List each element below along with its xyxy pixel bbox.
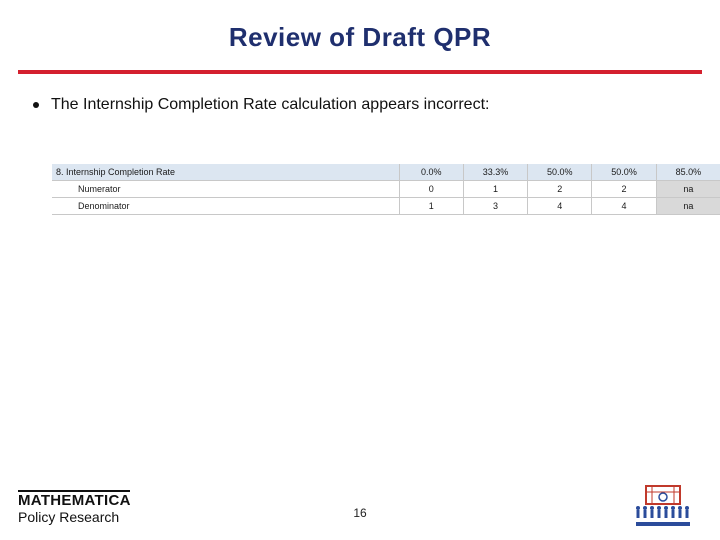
- table-cell: 3: [462, 197, 528, 215]
- mathematica-logo: MATHEMATICA Policy Research: [18, 490, 130, 525]
- youthbuild-logo-icon: [636, 485, 690, 526]
- table-header-value: 0.0%: [398, 164, 464, 181]
- logo-line-1: MATHEMATICA: [18, 490, 131, 509]
- table-header-label: 8. Internship Completion Rate: [52, 164, 400, 181]
- bullet-text: The Internship Completion Rate calculati…: [51, 96, 490, 113]
- bullet-dot-icon: [33, 102, 39, 108]
- bullet-item: The Internship Completion Rate calculati…: [33, 96, 489, 114]
- table-row: Numerator 0 1 2 2 na: [52, 180, 720, 198]
- table-header-value: 33.3%: [462, 164, 528, 181]
- table-header-row: 8. Internship Completion Rate 0.0% 33.3%…: [52, 164, 720, 181]
- table-cell: 0: [398, 180, 464, 198]
- table-cell: na: [655, 197, 720, 215]
- row-label: Numerator: [52, 180, 400, 198]
- completion-rate-table: 8. Internship Completion Rate 0.0% 33.3%…: [52, 164, 720, 215]
- logo-line-2: Policy Research: [18, 509, 120, 525]
- table-cell: 2: [591, 180, 657, 198]
- table-cell: 1: [462, 180, 528, 198]
- table-cell: na: [655, 180, 720, 198]
- page-number: 16: [353, 506, 367, 520]
- table-header-value: 50.0%: [591, 164, 657, 181]
- row-label: Denominator: [52, 197, 400, 215]
- slide-title: Review of Draft QPR: [228, 22, 492, 52]
- table-header-value: 85.0%: [655, 164, 720, 181]
- table-cell: 1: [398, 197, 464, 215]
- title-divider: [18, 70, 702, 74]
- table-row: Denominator 1 3 4 4 na: [52, 197, 720, 215]
- table-cell: 4: [591, 197, 657, 215]
- table-cell: 2: [527, 180, 592, 198]
- table-header-value: 50.0%: [527, 164, 592, 181]
- table-cell: 4: [527, 197, 592, 215]
